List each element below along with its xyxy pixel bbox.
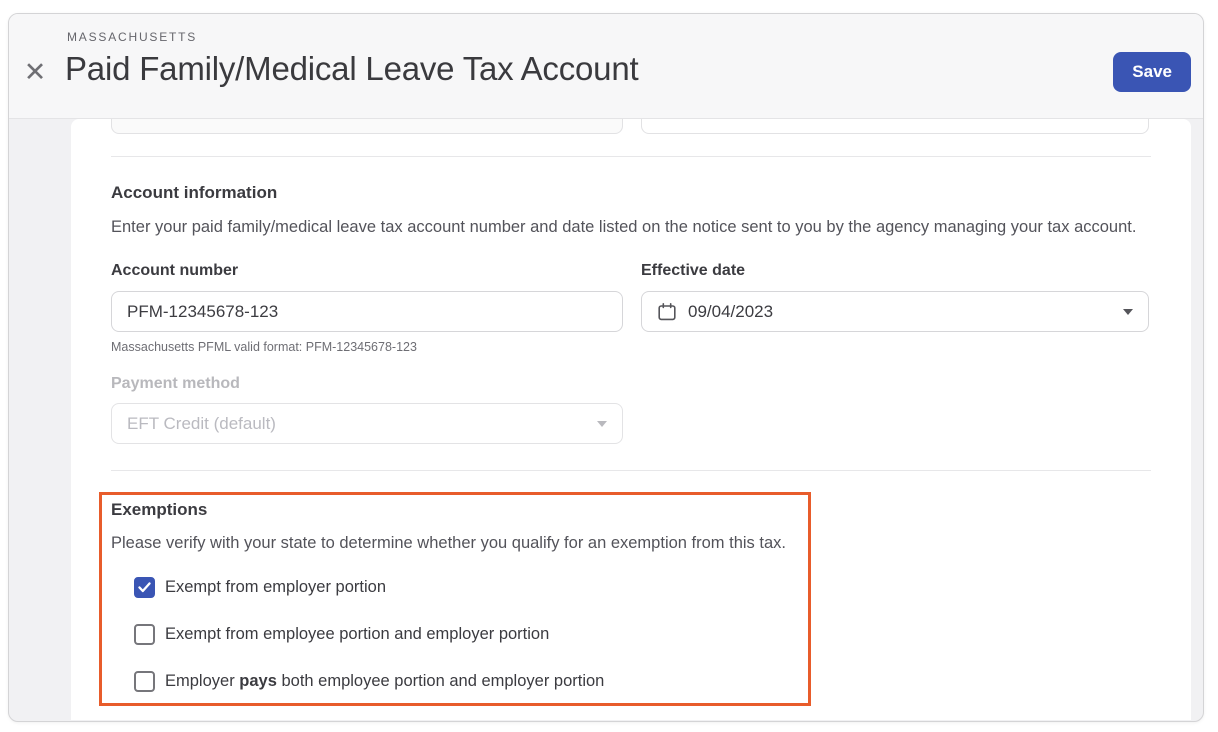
effective-date-label: Effective date	[641, 262, 746, 279]
exemption-checkbox-0[interactable]	[134, 577, 155, 598]
payment-method-label: Payment method	[111, 375, 240, 392]
calendar-icon	[657, 302, 677, 322]
effective-date-picker[interactable]: 09/04/2023	[641, 291, 1149, 332]
exemptions-highlight-box: Exemptions Please verify with your state…	[99, 492, 811, 706]
payment-method-value: EFT Credit (default)	[127, 413, 276, 433]
page-title: Paid Family/Medical Leave Tax Account	[65, 50, 639, 87]
close-button[interactable]: ✕	[19, 56, 51, 88]
account-information-description: Enter your paid family/medical leave tax…	[111, 218, 1137, 236]
section-divider	[111, 156, 1151, 157]
exemptions-description: Please verify with your state to determi…	[111, 534, 786, 552]
payment-method-select: EFT Credit (default)	[111, 403, 623, 444]
exemption-option-label: Exempt from employer portion	[165, 578, 387, 596]
exemption-checkbox-2[interactable]	[134, 671, 155, 692]
form-sheet: Account information Enter your paid fami…	[71, 119, 1191, 720]
chevron-down-icon	[597, 420, 607, 427]
close-icon: ✕	[23, 56, 47, 87]
effective-date-value: 09/04/2023	[688, 301, 774, 321]
exemption-option-row[interactable]: Exempt from employer portion	[134, 577, 386, 598]
account-number-input[interactable]	[111, 291, 623, 332]
exemption-checkbox-1[interactable]	[134, 624, 155, 645]
state-eyebrow: MASSACHUSETTS	[67, 30, 198, 44]
modal-header: ✕ MASSACHUSETTS Paid Family/Medical Leav…	[9, 14, 1203, 119]
section-divider	[111, 470, 1151, 471]
cropped-field-left[interactable]	[111, 119, 623, 134]
exemption-option-label: Exempt from employee portion and employe…	[165, 625, 550, 643]
exemption-option-row[interactable]: Exempt from employee portion and employe…	[134, 624, 549, 645]
exemption-option-label: Employer pays both employee portion and …	[165, 672, 605, 690]
account-number-label: Account number	[111, 262, 239, 279]
exemption-option-row[interactable]: Employer pays both employee portion and …	[134, 671, 604, 692]
save-button[interactable]: Save	[1113, 52, 1191, 92]
modal-card: ✕ MASSACHUSETTS Paid Family/Medical Leav…	[8, 13, 1204, 722]
account-number-helper: Massachusetts PFML valid format: PFM-123…	[111, 340, 417, 354]
exemptions-heading: Exemptions	[111, 500, 208, 519]
account-information-heading: Account information	[111, 183, 278, 202]
cropped-field-right[interactable]	[641, 119, 1149, 134]
chevron-down-icon	[1123, 308, 1133, 315]
